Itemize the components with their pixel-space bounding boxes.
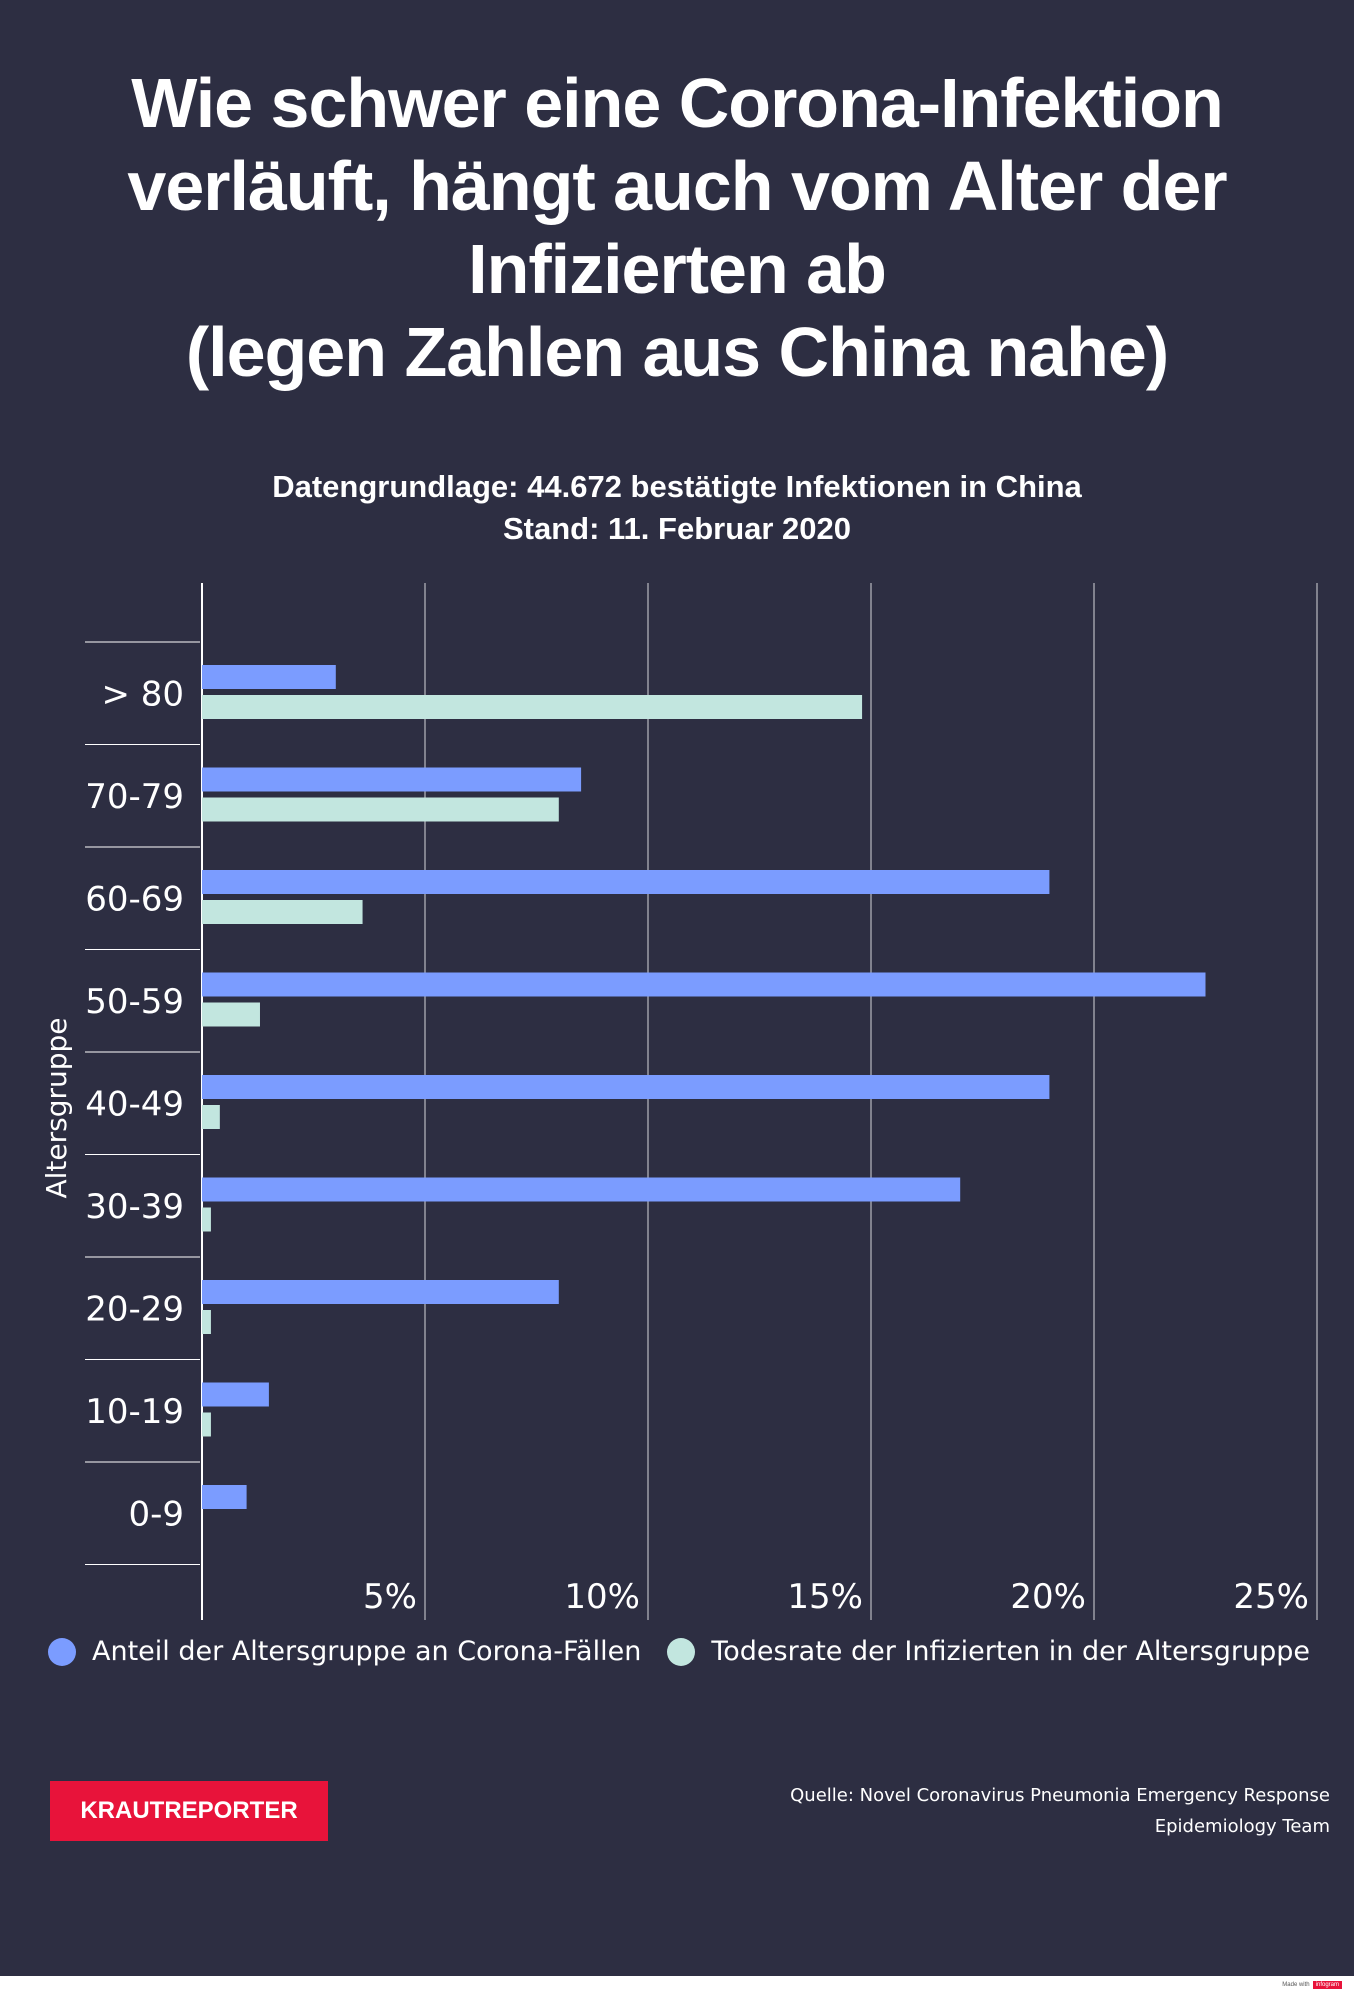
bar-cases-0 [202, 665, 336, 689]
legend-dot-deaths [667, 1637, 696, 1666]
legend-item-deaths[interactable]: Todesrate der Infizierten in der Altersg… [667, 1636, 1310, 1667]
bar-deaths-4 [202, 1105, 220, 1129]
bar-cases-7 [202, 1382, 269, 1407]
bar-deaths-3 [202, 1002, 260, 1027]
bar-cases-3 [202, 972, 1206, 997]
bar-deaths-7 [202, 1412, 211, 1437]
bar-deaths-0 [202, 695, 863, 719]
source-note: Quelle: Novel Coronavirus Pneumonia Emer… [790, 1785, 1330, 1837]
chart-subtitle: Datengrundlage: 44.672 bestätigte Infekt… [272, 469, 1082, 546]
bar-deaths-2 [202, 900, 363, 924]
krautreporter-logo[interactable]: KRAUTREPORTER [50, 1781, 328, 1841]
bar-cases-8 [202, 1485, 247, 1509]
category-label-4: 40-49 [85, 1084, 184, 1124]
legend-dot-cases [48, 1637, 76, 1666]
legend-label-cases: Anteil der Altersgruppe an Corona-Fällen [92, 1636, 642, 1667]
category-label-1: 70-79 [85, 777, 184, 817]
category-label-8: 0-9 [128, 1494, 184, 1534]
category-label-3: 50-59 [85, 982, 184, 1022]
x-tick-label-4: 25% [1233, 1577, 1309, 1617]
x-tick-label-2: 15% [787, 1577, 863, 1617]
bar-deaths-1 [202, 797, 559, 822]
category-label-6: 20-29 [85, 1289, 184, 1329]
x-tick-label-3: 20% [1010, 1577, 1086, 1617]
bar-cases-6 [202, 1280, 559, 1304]
legend-item-cases[interactable]: Anteil der Altersgruppe an Corona-Fällen [48, 1636, 641, 1667]
category-label-7: 10-19 [85, 1392, 184, 1432]
made-with-label: Made with [1282, 1982, 1310, 1988]
legend-label-deaths: Todesrate der Infizierten in der Altersg… [711, 1636, 1310, 1667]
bar-cases-5 [202, 1177, 961, 1202]
made-with-infogram[interactable]: Made with infogram [1282, 1981, 1342, 1989]
bar-deaths-6 [202, 1310, 211, 1334]
category-label-2: 60-69 [85, 879, 184, 919]
infogram-logo: infogram [1312, 1981, 1342, 1989]
footer-bar [0, 1976, 1354, 2000]
category-label-0: > 80 [101, 674, 184, 714]
bar-cases-4 [202, 1075, 1050, 1099]
bar-cases-1 [202, 767, 582, 792]
bar-cases-2 [202, 870, 1050, 894]
x-tick-label-1: 10% [564, 1577, 640, 1617]
bar-chart: > 80 70-79 60-69 50-59 40-49 30-39 20-29 10-19 0… [40, 583, 1318, 1620]
category-label-5: 30-39 [85, 1187, 184, 1227]
bar-deaths-5 [202, 1207, 211, 1232]
legend: Anteil der Altersgruppe an Corona-Fällen… [48, 1636, 1336, 1667]
x-tick-label-0: 5% [363, 1577, 417, 1617]
chart-title: Wie schwer eine Corona-Infektion verläuf… [127, 64, 1227, 391]
y-axis-title: Altersgruppe [40, 1017, 73, 1198]
